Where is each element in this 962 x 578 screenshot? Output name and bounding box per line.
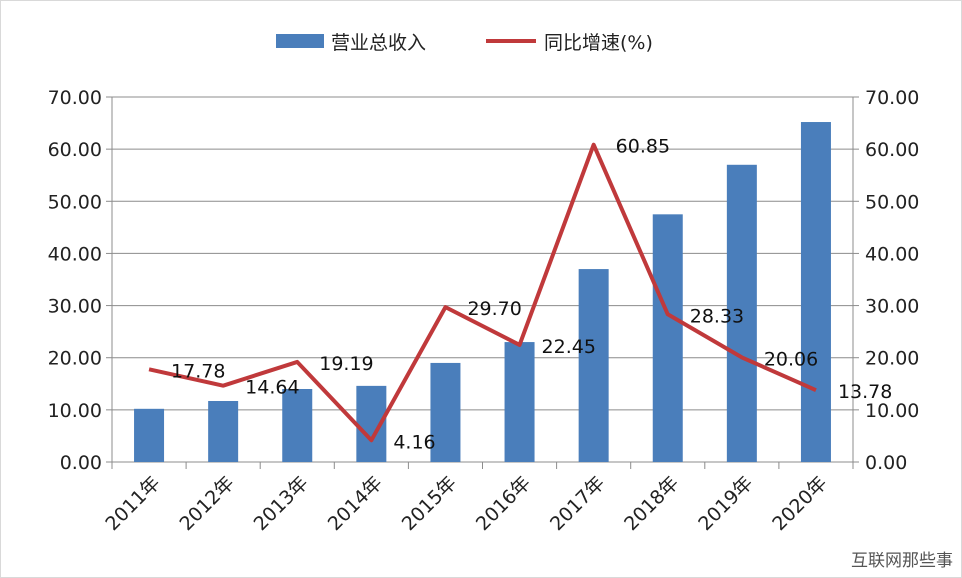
watermark: 互联网那些事 — [851, 551, 953, 571]
bar — [800, 122, 831, 463]
y-tick-label: 20.00 — [48, 348, 102, 370]
y-tick-label: 50.00 — [48, 191, 102, 213]
x-tick-label: 2016年 — [472, 472, 535, 535]
data-label: 20.06 — [764, 348, 818, 370]
legend-label: 营业总收入 — [331, 32, 426, 54]
legend-label: 同比增速(%) — [544, 32, 653, 54]
x-tick-label: 2017年 — [546, 472, 609, 535]
data-label: 29.70 — [467, 298, 521, 320]
y-tick-label: 60.00 — [48, 139, 102, 161]
y2-tick-label: 10.00 — [865, 400, 919, 422]
x-tick-label: 2020年 — [768, 472, 831, 535]
x-tick-label: 2019年 — [694, 472, 757, 535]
bar — [208, 400, 239, 462]
y2-tick-label: 60.00 — [865, 139, 919, 161]
x-tick-label: 2013年 — [250, 472, 313, 535]
y-tick-label: 70.00 — [48, 87, 102, 109]
y-tick-label: 0.00 — [60, 452, 102, 474]
x-tick-label: 2015年 — [398, 472, 461, 535]
data-label: 22.45 — [542, 336, 596, 358]
bar — [652, 214, 683, 462]
y2-tick-label: 30.00 — [865, 296, 919, 318]
x-tick-label: 2014年 — [324, 472, 387, 535]
data-label: 60.85 — [616, 136, 670, 158]
y2-tick-label: 70.00 — [865, 87, 919, 109]
x-tick-label: 2011年 — [101, 472, 164, 535]
bar — [282, 389, 313, 462]
data-label: 28.33 — [690, 305, 744, 327]
data-label: 17.78 — [171, 360, 225, 382]
x-tick-label: 2012年 — [175, 472, 238, 535]
y-tick-label: 30.00 — [48, 296, 102, 318]
data-label: 14.64 — [245, 377, 299, 399]
y-tick-label: 40.00 — [48, 243, 102, 265]
y2-tick-label: 50.00 — [865, 191, 919, 213]
x-tick-label: 2018年 — [620, 472, 683, 535]
bar — [504, 342, 535, 462]
y2-tick-label: 0.00 — [865, 452, 907, 474]
data-label: 4.16 — [393, 431, 435, 453]
bar — [134, 408, 165, 462]
bar — [726, 164, 757, 463]
legend-bar-swatch — [276, 34, 324, 48]
y2-tick-label: 20.00 — [865, 348, 919, 370]
bar — [578, 269, 609, 462]
data-label: 13.78 — [838, 381, 892, 403]
y2-tick-label: 40.00 — [865, 243, 919, 265]
bar — [430, 362, 461, 462]
growth-line — [148, 142, 817, 443]
y-tick-label: 10.00 — [48, 400, 102, 422]
data-label: 19.19 — [319, 353, 373, 375]
